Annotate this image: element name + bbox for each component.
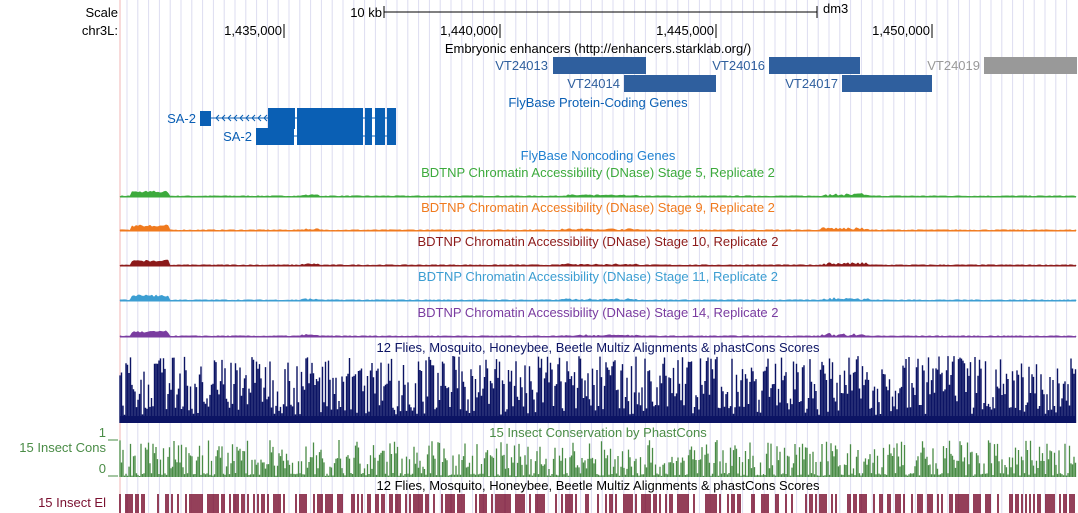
enhancer-feature[interactable] [553, 57, 646, 74]
enhancer-label-vt24019[interactable]: VT24019 [927, 58, 980, 73]
dnase-signal[interactable] [119, 294, 1077, 302]
dnase-stage9-track-title[interactable]: BDTNP Chromatin Accessibility (DNase) St… [421, 200, 775, 215]
gene-label-sa2[interactable]: SA-2 [223, 129, 252, 144]
position-label: 1,435,000 [224, 23, 282, 38]
chrom-label: chr3L: [81, 23, 118, 38]
gene-exon[interactable] [297, 108, 363, 129]
strand-arrow [251, 114, 256, 122]
enhancer-label-vt24013[interactable]: VT24013 [495, 58, 548, 73]
strand-arrow [245, 114, 250, 122]
gene-exon[interactable] [268, 108, 295, 129]
gene-exon[interactable] [200, 111, 211, 126]
strand-arrow [233, 114, 238, 122]
insect-cons-bars[interactable] [119, 440, 1077, 477]
enhancer-feature[interactable] [624, 75, 716, 92]
position-label: 1,450,000 [872, 23, 930, 38]
dnase-signal[interactable] [119, 190, 1077, 198]
gene-exon[interactable] [375, 128, 385, 145]
insect-cons-track-title[interactable]: 15 Insect Conservation by PhastCons [489, 425, 707, 440]
assembly-label: dm3 [823, 1, 849, 16]
dnase-stage10-track-title[interactable]: BDTNP Chromatin Accessibility (DNase) St… [417, 234, 779, 249]
dnase-signal[interactable] [119, 330, 1077, 338]
insect-elements-bars[interactable] [119, 494, 1075, 513]
insect-cons-axis-min: 0 [98, 461, 106, 476]
enhancers-track-title[interactable]: Embryonic enhancers (http://enhancers.st… [444, 41, 752, 56]
gene-exon[interactable] [365, 108, 372, 129]
dnase-stage5-track-title[interactable]: BDTNP Chromatin Accessibility (DNase) St… [421, 165, 775, 180]
enhancer-feature[interactable] [842, 75, 932, 92]
strand-arrow [221, 114, 226, 122]
enhancer-feature[interactable] [769, 57, 860, 74]
scale-label: Scale [85, 5, 118, 20]
strand-arrow [215, 114, 220, 122]
multiz-track-title[interactable]: 12 Flies, Mosquito, Honeybee, Beetle Mul… [376, 340, 820, 355]
noncoding-genes-track-title[interactable]: FlyBase Noncoding Genes [520, 148, 676, 163]
dnase-signal[interactable] [119, 259, 1077, 267]
insect-cons-side-label[interactable]: 15 Insect Cons [19, 440, 106, 455]
scale-size-label: 10 kb [350, 5, 382, 20]
gene-exon[interactable] [256, 128, 294, 145]
gene-exon[interactable] [365, 128, 372, 145]
dnase-stage14-track-title[interactable]: BDTNP Chromatin Accessibility (DNase) St… [417, 305, 779, 320]
strand-arrow [227, 114, 232, 122]
enhancer-label-vt24014[interactable]: VT24014 [567, 76, 620, 91]
gene-exon[interactable] [387, 128, 396, 145]
enhancer-label-vt24016[interactable]: VT24016 [712, 58, 765, 73]
position-label: 1,445,000 [656, 23, 714, 38]
strand-arrow [239, 114, 244, 122]
dnase-signal[interactable] [119, 224, 1077, 232]
gene-label-sa2[interactable]: SA-2 [167, 111, 196, 126]
multiz-conservation-bars[interactable] [119, 356, 1077, 423]
enhancer-feature[interactable] [984, 57, 1077, 74]
coding-genes-track-title[interactable]: FlyBase Protein-Coding Genes [508, 95, 688, 110]
position-label: 1,440,000 [440, 23, 498, 38]
insect-el-track-title[interactable]: 12 Flies, Mosquito, Honeybee, Beetle Mul… [376, 478, 820, 493]
gene-exon[interactable] [375, 108, 385, 129]
insect-el-side-label[interactable]: 15 Insect El [38, 495, 106, 510]
enhancer-label-vt24017[interactable]: VT24017 [785, 76, 838, 91]
insect-cons-axis-max: 1 [98, 425, 106, 440]
dnase-stage11-track-title[interactable]: BDTNP Chromatin Accessibility (DNase) St… [417, 269, 779, 284]
gene-exon[interactable] [387, 108, 396, 129]
gene-exon[interactable] [297, 128, 363, 145]
strand-arrow [257, 114, 262, 122]
multiz-base [120, 416, 1076, 423]
strand-arrow [263, 114, 268, 122]
